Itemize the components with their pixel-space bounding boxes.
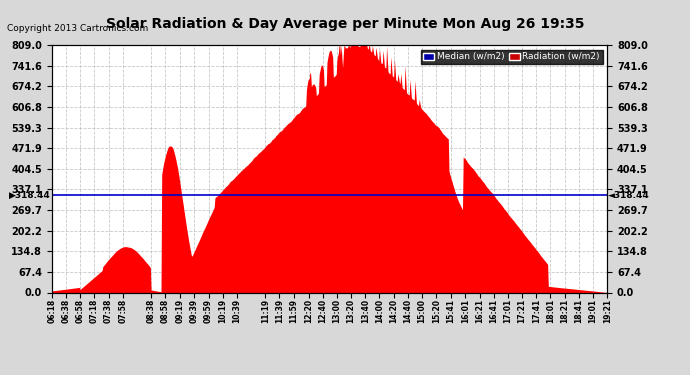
Text: Solar Radiation & Day Average per Minute Mon Aug 26 19:35: Solar Radiation & Day Average per Minute… (106, 17, 584, 31)
Legend: Median (w/m2), Radiation (w/m2): Median (w/m2), Radiation (w/m2) (420, 50, 602, 64)
Text: ◄318.44: ◄318.44 (608, 190, 649, 200)
Text: Copyright 2013 Cartronics.com: Copyright 2013 Cartronics.com (7, 24, 148, 33)
Text: ▶318.44: ▶318.44 (10, 190, 51, 200)
